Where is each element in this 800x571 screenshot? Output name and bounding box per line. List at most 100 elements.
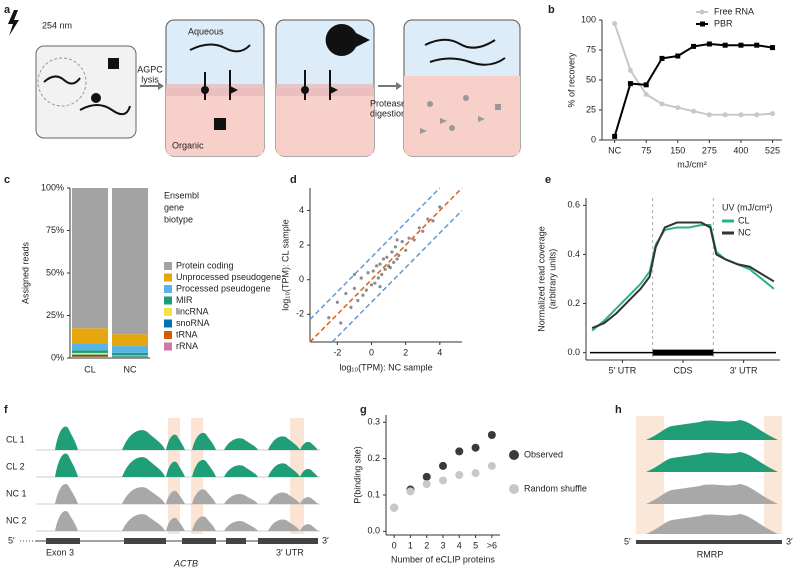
point: [366, 271, 370, 275]
point: [381, 257, 386, 261]
point: [375, 264, 379, 268]
x-tick-label: -2: [333, 347, 341, 357]
point: [388, 265, 392, 270]
bar-segment: [112, 356, 148, 358]
interphase: [276, 84, 374, 96]
rna: [189, 43, 251, 53]
gene-label: ACTB: [173, 558, 198, 568]
legend-label: rRNA: [176, 341, 198, 351]
rna: [424, 38, 496, 49]
step-label: Protease: [370, 98, 406, 108]
legend-label: CL: [738, 215, 750, 225]
y-tick-label: 0.0: [567, 347, 580, 357]
point: [439, 476, 447, 485]
bar-segment: [72, 350, 108, 353]
phase-label: Organic: [172, 140, 204, 150]
series-line: [591, 224, 775, 332]
y-tick-label: 0%: [51, 352, 64, 362]
coverage: [192, 516, 216, 531]
coverage: [192, 489, 216, 504]
point: [327, 316, 331, 320]
peptide: [420, 128, 427, 134]
y-tick-label: 25: [586, 104, 596, 114]
coverage: [646, 452, 778, 472]
uv-bolt: [8, 10, 19, 36]
coverage: [300, 524, 318, 531]
exon-label: Exon 3: [46, 547, 74, 557]
point: [378, 285, 382, 289]
point: [754, 112, 760, 118]
point: [487, 431, 496, 439]
y-tick-label: 0.6: [567, 200, 580, 210]
point: [770, 111, 776, 117]
x-tick-label: 4: [437, 347, 442, 357]
x-tick-label: 275: [702, 145, 717, 155]
point: [390, 503, 399, 512]
y-tick-label: 0: [299, 274, 304, 284]
organic-phase: [276, 88, 374, 156]
point: [352, 286, 357, 290]
y-tick-label: 0.1: [367, 489, 380, 499]
point: [339, 321, 343, 325]
point: [335, 300, 339, 304]
coverage: [224, 465, 258, 477]
point: [421, 229, 425, 233]
strand-label: 3′: [322, 535, 329, 545]
y-tick-label: 4: [299, 205, 304, 215]
legend-swatch: [164, 296, 172, 305]
rna: [304, 70, 331, 100]
cell: [37, 57, 87, 107]
coverage: [122, 514, 165, 531]
bar-segment: [112, 334, 148, 347]
peptide: [427, 101, 433, 107]
point: [400, 240, 404, 244]
utr-label: 3′ UTR: [276, 547, 304, 557]
y-axis-label: log₁₀(TPM): CL sample: [280, 219, 290, 310]
y-tick-label: 100%: [41, 182, 64, 192]
peptide: [478, 116, 485, 122]
point: [395, 238, 399, 242]
bar-segment: [112, 355, 148, 357]
y-axis-label: Normalized read coverage: [536, 226, 546, 332]
step-label: digestion: [370, 108, 406, 118]
point: [344, 291, 348, 296]
y-tick-label: 50: [586, 74, 596, 84]
coverage: [166, 517, 185, 531]
y-tick-label: 0.4: [567, 249, 580, 259]
legend-label: Observed: [524, 449, 563, 459]
point: [738, 42, 744, 48]
peptide: [449, 125, 455, 131]
coverage: [268, 463, 300, 477]
point: [691, 108, 697, 114]
point: [643, 82, 649, 88]
rna: [43, 75, 81, 85]
wavelength: 254 nm: [42, 20, 72, 30]
point: [359, 276, 363, 280]
point: [691, 43, 697, 49]
y-tick-label: 50%: [46, 267, 64, 277]
panel-label: a: [4, 4, 11, 16]
point: [627, 81, 633, 87]
x-tick-label: NC: [124, 364, 137, 374]
point: [371, 269, 375, 273]
x-tick-label: CDS: [673, 365, 692, 375]
point: [397, 253, 401, 258]
point: [438, 205, 442, 209]
interphase: [166, 84, 264, 96]
point: [627, 67, 633, 73]
y-tick-label: 0.3: [367, 417, 380, 427]
x-tick-label: 3′ UTR: [730, 365, 758, 375]
point: [385, 255, 389, 259]
coverage: [192, 459, 216, 477]
bar-segment: [72, 352, 108, 355]
y-tick-label: 0: [591, 134, 596, 144]
x-tick-label: 75: [641, 145, 651, 155]
point: [754, 42, 760, 48]
protein: [201, 86, 209, 94]
highlight: [764, 416, 782, 534]
point: [426, 217, 430, 221]
point: [407, 236, 411, 240]
x-axis-label: mJ/cm²: [677, 159, 707, 169]
arrow: [396, 82, 402, 90]
